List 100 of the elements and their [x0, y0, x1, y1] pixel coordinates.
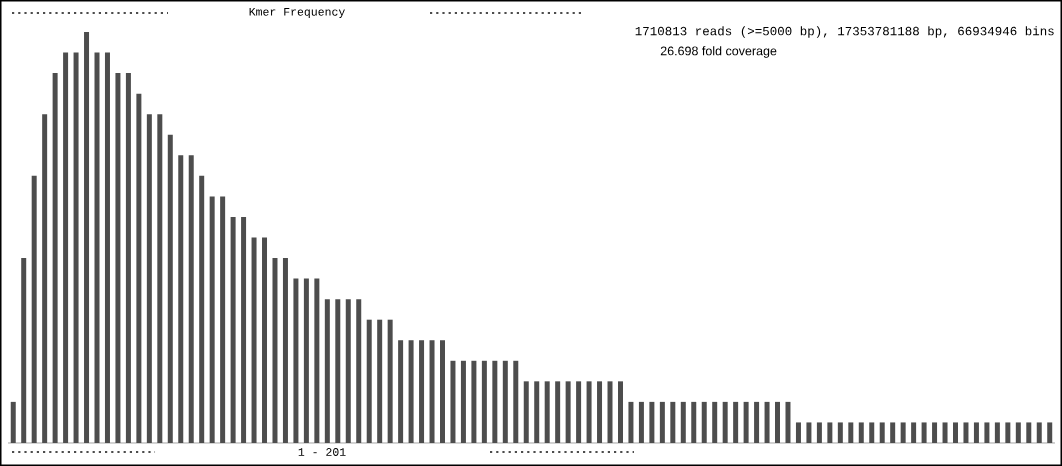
bar — [617, 381, 623, 443]
bar — [366, 319, 372, 443]
bar — [1015, 422, 1021, 443]
bar — [136, 93, 142, 443]
bar — [377, 319, 383, 443]
bar — [157, 114, 163, 443]
bar — [932, 422, 938, 443]
bar — [10, 401, 16, 443]
bar — [712, 401, 718, 443]
bar — [502, 360, 508, 443]
bar — [387, 319, 393, 443]
bar — [63, 52, 69, 443]
annotation: 1710813 reads (>=5000 bp), 17353781188 bp, 66934946 bins — [635, 26, 1054, 38]
bar — [858, 422, 864, 443]
bar — [764, 401, 770, 443]
bar — [293, 278, 299, 443]
bar — [94, 52, 100, 443]
bar — [534, 381, 540, 443]
bar — [984, 422, 990, 443]
bar — [523, 381, 529, 443]
bar — [251, 237, 257, 443]
bar — [691, 401, 697, 443]
bar — [1005, 422, 1011, 443]
annotation: 26.698 fold coverage — [660, 46, 777, 58]
bar — [398, 340, 404, 443]
bar — [565, 381, 571, 443]
bar — [1036, 422, 1042, 443]
bar — [345, 299, 351, 443]
bar — [733, 401, 739, 443]
bar — [450, 360, 456, 443]
bar — [953, 422, 958, 443]
bar — [439, 340, 445, 443]
bar — [921, 422, 927, 443]
bar — [806, 422, 812, 443]
bar — [335, 299, 341, 443]
bar — [21, 258, 27, 443]
x-axis-title: 1 - 201 — [298, 448, 346, 456]
bar — [555, 381, 561, 443]
bar — [879, 422, 885, 443]
bar — [481, 360, 487, 443]
bar — [125, 73, 131, 443]
bar — [84, 31, 90, 443]
bar — [638, 401, 644, 443]
bar — [942, 422, 948, 443]
bar — [492, 360, 498, 443]
bar — [701, 401, 707, 443]
bar — [607, 381, 613, 443]
bar — [900, 422, 906, 443]
bar — [722, 401, 728, 443]
bar — [220, 196, 226, 443]
bar — [324, 299, 330, 443]
bar — [199, 175, 205, 443]
bar — [544, 381, 550, 443]
bar — [146, 114, 152, 443]
bar — [1026, 422, 1032, 443]
chart-title: Kmer Frequency — [249, 8, 345, 18]
bar — [848, 422, 854, 443]
bar — [775, 401, 781, 443]
bar — [785, 401, 791, 443]
bar — [1047, 422, 1053, 443]
bar — [471, 360, 477, 443]
bar — [994, 422, 1000, 443]
bar — [963, 422, 969, 443]
bar — [303, 278, 309, 443]
bar — [869, 422, 875, 443]
bar — [670, 401, 676, 443]
bar — [513, 360, 519, 443]
bar — [314, 278, 320, 443]
bar — [429, 340, 435, 443]
bar — [795, 422, 801, 443]
bar — [408, 340, 414, 443]
bar — [209, 196, 215, 443]
bar — [31, 175, 37, 443]
bar — [73, 52, 79, 443]
bar — [230, 216, 236, 443]
bar — [628, 401, 634, 443]
bar — [419, 340, 425, 443]
bar — [890, 422, 896, 443]
bar — [460, 360, 466, 443]
bar — [272, 258, 278, 443]
bar — [816, 422, 822, 443]
bar — [282, 258, 288, 443]
bar — [178, 155, 184, 443]
bar — [754, 401, 760, 443]
bar — [911, 422, 917, 443]
bar — [743, 401, 749, 443]
bar — [262, 237, 268, 443]
bar — [827, 422, 833, 443]
bar — [597, 381, 603, 443]
bar — [356, 299, 362, 443]
bar — [973, 422, 979, 443]
bar — [659, 401, 665, 443]
bar — [649, 401, 655, 443]
bar — [586, 381, 592, 443]
bar — [52, 73, 58, 443]
bar — [104, 52, 110, 443]
bar — [167, 134, 173, 443]
bar — [188, 155, 194, 443]
bar — [42, 114, 48, 443]
bar — [115, 73, 121, 443]
